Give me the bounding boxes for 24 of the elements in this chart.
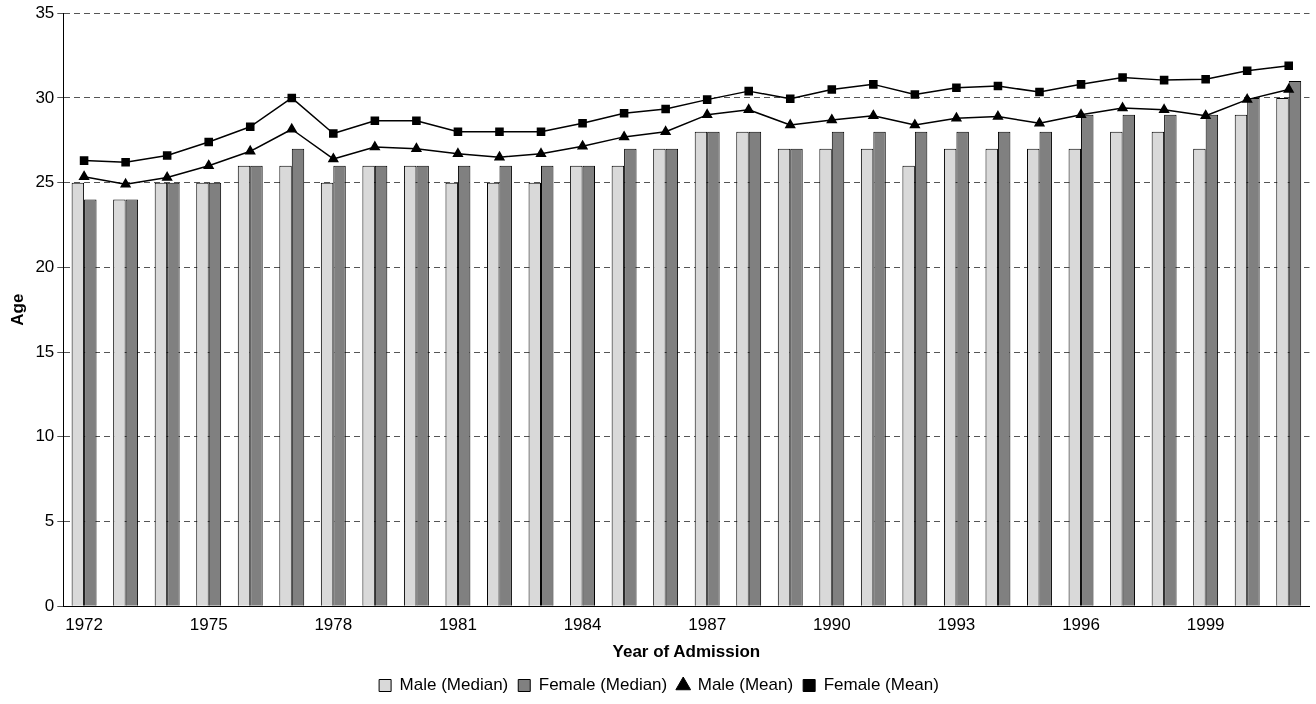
x-tick-label: 1981 <box>439 615 477 635</box>
legend-label: Female (Median) <box>538 675 668 695</box>
legend-label: Female (Mean) <box>823 675 939 695</box>
x-tick-label: 1972 <box>65 615 103 635</box>
y-tick-label: 20 <box>35 257 55 277</box>
y-tick-label: 0 <box>44 595 55 615</box>
x-tick-label: 1975 <box>189 615 228 635</box>
legend-label: Male (Median) <box>399 675 509 695</box>
y-axis-title: Age <box>7 293 27 326</box>
x-tick-label: 1993 <box>937 615 976 635</box>
x-tick-label: 1984 <box>563 615 602 635</box>
x-axis-title: Year of Admission <box>612 642 761 662</box>
y-tick-label: 25 <box>35 172 55 192</box>
y-tick-label: 35 <box>35 2 55 22</box>
y-tick-label: 10 <box>35 426 55 446</box>
x-tick-label: 1990 <box>812 615 851 635</box>
x-tick-label: 1999 <box>1186 615 1225 635</box>
y-tick-label: 30 <box>35 87 55 107</box>
y-tick-label: 15 <box>35 341 55 361</box>
x-tick-label: 1987 <box>688 615 727 635</box>
x-tick-label: 1978 <box>314 615 353 635</box>
y-tick-label: 5 <box>44 511 55 531</box>
legend-label: Male (Mean) <box>697 675 794 695</box>
x-tick-label: 1996 <box>1062 615 1100 635</box>
